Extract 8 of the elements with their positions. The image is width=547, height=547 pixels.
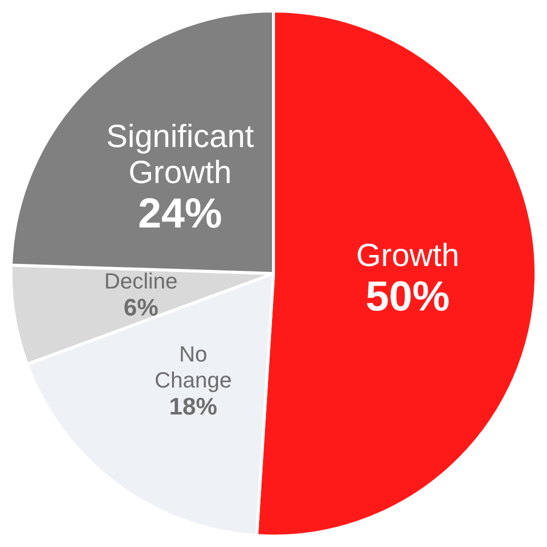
data-label: 6%	[124, 294, 158, 322]
data-label: 50%	[366, 272, 450, 320]
slice-label: No Change	[154, 342, 232, 393]
slice-label: Decline	[104, 268, 178, 294]
data-label: 18%	[169, 394, 218, 421]
slice-label: Significant Growth	[106, 118, 254, 190]
data-label: 24%	[138, 190, 222, 237]
slice-label: Growth	[356, 236, 460, 273]
